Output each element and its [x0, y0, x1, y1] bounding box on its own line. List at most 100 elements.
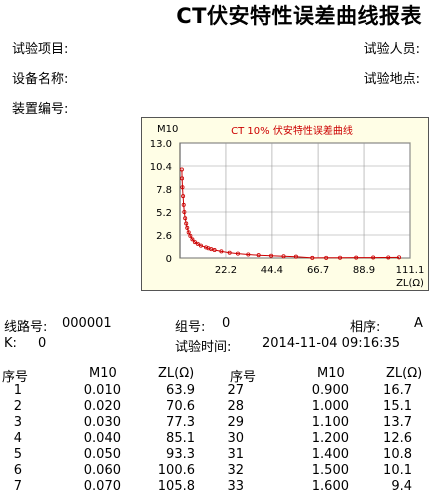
line-number-label: 线路号:: [4, 320, 48, 335]
report-title: CT伏安特性误差曲线报表: [176, 4, 422, 28]
data-point: [190, 237, 195, 242]
header-m10-2: M10: [317, 366, 345, 381]
data-point: [198, 243, 203, 248]
x-tick-label: 88.9: [353, 265, 375, 276]
test-time-value: 2014-11-04 09:16:35: [262, 336, 401, 351]
cell-zl-1: 77.3: [166, 415, 195, 430]
cell-index-1: 1: [13, 383, 22, 398]
x-tick-label: 22.2: [215, 265, 237, 276]
table-row: 6 0.060 100.6 32 1.500 10.1: [0, 463, 430, 479]
data-point: [219, 249, 224, 254]
plot-area: [179, 142, 411, 259]
group-label: 组号:: [175, 320, 206, 335]
data-point: [179, 167, 184, 172]
cell-zl-1: 105.8: [157, 479, 195, 494]
header-index-1: 序号: [2, 370, 29, 385]
header-index-2: 序号: [230, 370, 257, 385]
data-point: [397, 255, 402, 260]
cell-m10-2: 1.600: [311, 479, 349, 494]
data-point: [281, 254, 286, 259]
cell-index-2: 29: [227, 415, 244, 430]
device-name-label: 设备名称:: [12, 72, 69, 87]
cell-index-2: 27: [227, 383, 244, 398]
cell-index-1: 4: [13, 431, 22, 446]
cell-zl-2: 10.1: [383, 463, 412, 478]
chart-x-axis-label: ZL(Ω): [396, 278, 424, 289]
data-point: [293, 254, 298, 259]
data-point: [180, 185, 185, 190]
error-curve-chart: M10 CT 10% 伏安特性误差曲线 13.0 10.4 7.8 5.2 2.6 0 2…: [150, 124, 425, 289]
cell-m10-1: 0.020: [83, 399, 121, 414]
table-row: 1 0.010 63.9 27 0.900 16.7: [0, 383, 430, 399]
cell-zl-2: 10.8: [383, 447, 412, 462]
table-row: 3 0.030 77.3 29 1.100 13.7: [0, 415, 430, 431]
test-item-label: 试验项目:: [12, 42, 69, 57]
cell-m10-2: 1.400: [311, 447, 349, 462]
header-zl-1: ZL(Ω): [158, 366, 195, 381]
y-tick-label: 0: [166, 254, 172, 265]
cell-zl-1: 70.6: [166, 399, 195, 414]
table-row: 4 0.040 85.1 30 1.200 12.6: [0, 431, 430, 447]
cell-index-1: 7: [13, 479, 22, 494]
phase-value: A: [414, 316, 423, 331]
data-point: [184, 221, 189, 226]
y-tick-label: 5.2: [156, 208, 172, 219]
table-row: 2 0.020 70.6 28 1.000 15.1: [0, 399, 430, 415]
cell-index-2: 31: [227, 447, 244, 462]
cell-zl-1: 63.9: [166, 383, 195, 398]
cell-m10-1: 0.010: [83, 383, 121, 398]
k-value: 0: [38, 336, 47, 351]
header-zl-2: ZL(Ω): [386, 366, 423, 381]
data-point: [269, 253, 274, 258]
cell-zl-2: 15.1: [383, 399, 412, 414]
data-point: [310, 255, 315, 260]
cell-m10-2: 1.200: [311, 431, 349, 446]
test-location-label: 试验地点:: [363, 72, 420, 87]
device-code-label: 装置编号:: [12, 102, 69, 117]
data-point: [183, 216, 188, 221]
data-point: [204, 245, 209, 250]
data-point: [324, 255, 329, 260]
cell-m10-2: 1.500: [311, 463, 349, 478]
data-point: [354, 255, 359, 260]
cell-m10-1: 0.030: [83, 415, 121, 430]
cell-index-1: 2: [13, 399, 22, 414]
cell-index-2: 28: [227, 399, 244, 414]
data-point: [182, 210, 187, 215]
data-point: [181, 194, 186, 199]
cell-index-2: 32: [227, 463, 244, 478]
cell-zl-1: 100.6: [157, 463, 195, 478]
x-tick-label: 66.7: [307, 265, 329, 276]
cell-zl-2: 9.4: [391, 479, 412, 494]
data-point: [185, 225, 190, 230]
cell-zl-2: 16.7: [383, 383, 412, 398]
cell-index-1: 5: [13, 447, 22, 462]
cell-index-1: 3: [13, 415, 22, 430]
y-tick-label: 10.4: [150, 162, 172, 173]
cell-m10-1: 0.040: [83, 431, 121, 446]
data-point: [227, 250, 232, 255]
phase-label: 相序:: [350, 320, 381, 335]
data-point: [188, 233, 193, 238]
data-point: [192, 240, 197, 245]
line-number-value: 000001: [62, 316, 112, 331]
cell-index-1: 6: [13, 463, 22, 478]
data-point: [180, 176, 185, 181]
test-time-label: 试验时间:: [175, 340, 232, 355]
cell-m10-2: 0.900: [311, 383, 349, 398]
chart-y-axis-label: M10: [157, 124, 178, 135]
cell-index-2: 33: [227, 479, 244, 494]
x-tick-label: 111.1: [396, 265, 425, 276]
table-row: 7 0.070 105.8 33 1.600 9.4: [0, 479, 430, 495]
data-point: [246, 252, 251, 257]
table-row: 5 0.050 93.3 31 1.400 10.8: [0, 447, 430, 463]
data-point: [256, 253, 261, 258]
cell-m10-2: 1.100: [311, 415, 349, 430]
cell-zl-1: 93.3: [166, 447, 195, 462]
cell-m10-2: 1.000: [311, 399, 349, 414]
data-point: [195, 241, 200, 246]
x-tick-label: 44.4: [261, 265, 283, 276]
cell-index-2: 30: [227, 431, 244, 446]
data-point: [386, 255, 391, 260]
cell-m10-1: 0.050: [83, 447, 121, 462]
